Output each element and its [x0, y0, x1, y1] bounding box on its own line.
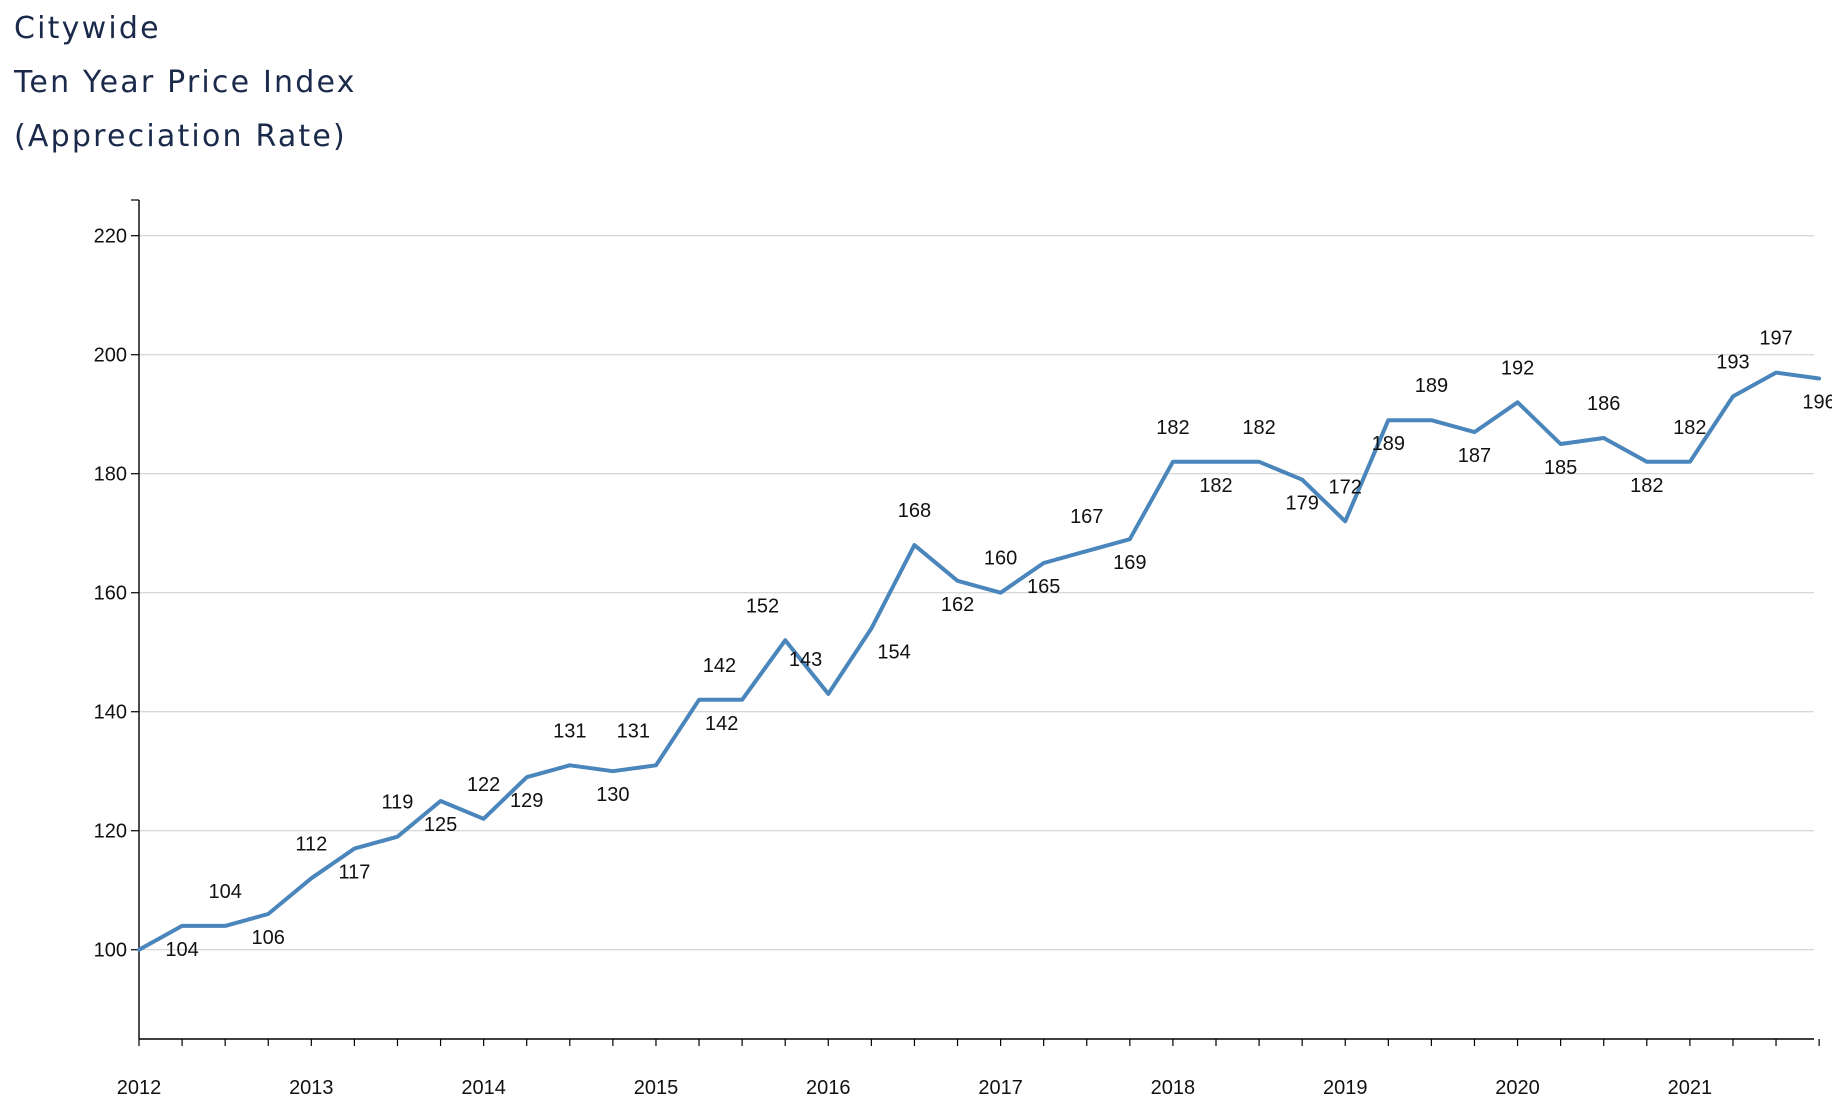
x-tick-label-2019: 2019	[1323, 1077, 1368, 1099]
data-label: 122	[467, 774, 500, 796]
chart-title-line-1: Citywide	[14, 11, 161, 46]
data-label: 182	[1199, 475, 1232, 497]
data-label: 168	[898, 500, 931, 522]
data-label: 125	[424, 814, 457, 836]
y-tick-label-160: 160	[94, 583, 127, 605]
data-label: 182	[1673, 417, 1706, 439]
y-tick-label-220: 220	[94, 226, 127, 248]
data-label: 187	[1458, 445, 1491, 467]
data-label: 182	[1630, 475, 1663, 497]
data-label: 104	[165, 939, 198, 961]
x-tick-label-2012: 2012	[117, 1077, 162, 1099]
data-label: 131	[553, 720, 586, 742]
data-label: 189	[1372, 433, 1405, 455]
x-tick-label-2020: 2020	[1495, 1077, 1540, 1099]
data-label: 119	[382, 792, 414, 814]
data-label: 162	[941, 594, 974, 616]
y-tick-label-180: 180	[94, 464, 127, 486]
data-label: 117	[338, 862, 370, 884]
data-label: 154	[877, 641, 910, 663]
chart-title-block: Citywide Ten Year Price Index (Appreciat…	[14, 2, 357, 164]
data-label: 165	[1027, 576, 1060, 598]
data-label: 160	[984, 548, 1017, 570]
data-label: 189	[1415, 375, 1448, 397]
data-label: 142	[705, 713, 738, 735]
data-label: 152	[746, 595, 779, 617]
data-label: 169	[1113, 552, 1146, 574]
data-label: 143	[789, 649, 822, 671]
x-tick-label-2013: 2013	[289, 1077, 334, 1099]
x-tick-label-2017: 2017	[978, 1077, 1023, 1099]
data-label: 131	[617, 720, 650, 742]
data-label: 192	[1501, 357, 1534, 379]
chart-title-line-2: Ten Year Price Index	[14, 65, 357, 100]
data-label: 104	[208, 881, 241, 903]
y-tick-label-200: 200	[94, 345, 127, 367]
y-tick-label-120: 120	[94, 821, 127, 843]
data-label: 172	[1329, 476, 1362, 498]
y-tick-label-100: 100	[94, 940, 127, 962]
data-label: 179	[1285, 493, 1318, 515]
y-tick-label-140: 140	[94, 702, 127, 724]
data-label: 112	[295, 833, 327, 855]
data-label: 106	[252, 927, 285, 949]
data-label: 186	[1587, 393, 1620, 415]
x-tick-label-2015: 2015	[634, 1077, 679, 1099]
data-label: 129	[510, 790, 543, 812]
x-tick-label-2021: 2021	[1668, 1077, 1713, 1099]
data-label: 196	[1802, 392, 1832, 414]
data-label: 182	[1242, 417, 1275, 439]
data-label: 167	[1070, 506, 1103, 528]
x-tick-label-2018: 2018	[1151, 1077, 1196, 1099]
chart-title-line-3: (Appreciation Rate)	[14, 119, 347, 154]
data-label: 197	[1759, 328, 1792, 350]
series-line	[137, 370, 1822, 952]
data-label: 182	[1156, 417, 1189, 439]
data-label: 193	[1716, 351, 1749, 373]
data-label: 142	[703, 655, 736, 677]
data-label: 130	[596, 784, 629, 806]
x-tick-label-2014: 2014	[461, 1077, 506, 1099]
data-label: 185	[1544, 457, 1577, 479]
x-tick-label-2016: 2016	[806, 1077, 851, 1099]
